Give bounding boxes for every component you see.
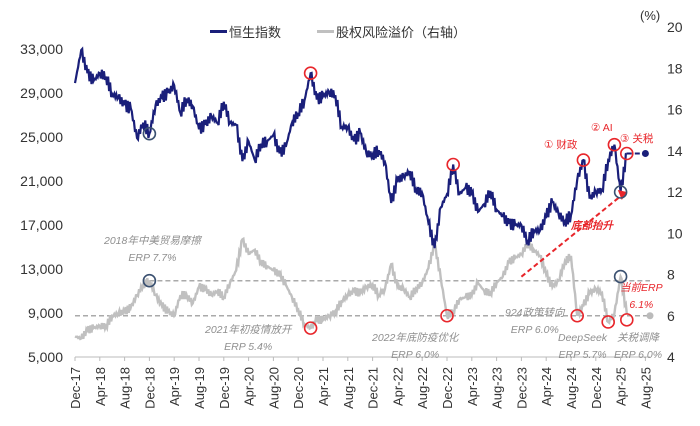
x-tick-label: Apr-20 — [242, 367, 257, 406]
annotation-2018: 2018年中美贸易摩擦 ERP 7.7% — [104, 233, 201, 267]
event-fiscal: ① 财政 — [544, 139, 578, 151]
annotation-tariff: 关税调降 ERP 6.0% — [614, 330, 662, 364]
left-tick-label: 9,000 — [28, 305, 63, 321]
x-tick-label: Apr-19 — [167, 367, 182, 406]
legend-label-hsi: 恒生指数 — [229, 25, 282, 40]
annotation-924-title: 924政策转向 — [505, 307, 565, 319]
annotation-2022-erp: ERP 6.0% — [391, 349, 440, 361]
x-tick-label: Aug-18 — [118, 367, 133, 409]
event-ai: ② AI — [591, 122, 613, 134]
legend-label-erp: 股权风险溢价（右轴） — [336, 25, 467, 40]
right-tick-label: 6 — [667, 308, 675, 324]
x-tick-label: Dec-23 — [514, 367, 529, 409]
marker-circle — [570, 308, 585, 323]
marker-circle — [619, 313, 634, 327]
left-tick-label: 13,000 — [20, 261, 63, 277]
x-tick-label: Aug-23 — [490, 367, 505, 409]
reference-line-end-dot — [646, 312, 654, 320]
legend-hsi: 恒生指数 — [210, 22, 281, 41]
trend-arrow-line — [520, 195, 622, 278]
left-tick-label: 21,000 — [20, 173, 63, 189]
annotation-current-title: 当前ERP — [620, 282, 663, 294]
annotation-tariff-title: 关税调降 — [617, 332, 660, 344]
x-tick-label: Apr-23 — [465, 367, 480, 406]
marker-circle — [613, 185, 628, 199]
legend-swatch-erp — [317, 30, 334, 33]
annotation-deepseek-erp: ERP 5.7% — [558, 349, 607, 361]
x-tick-label: Aug-25 — [638, 367, 653, 409]
x-tick-label: Aug-22 — [415, 367, 430, 409]
right-tick-label: 12 — [667, 184, 683, 200]
x-tick-label: Dec-18 — [142, 367, 157, 409]
x-tick-label: Dec-20 — [291, 367, 306, 409]
event-tariff: ③ 关税 — [620, 133, 654, 145]
right-tick-label: 14 — [667, 143, 683, 159]
right-tick-label: 10 — [667, 225, 683, 241]
marker-circle — [576, 153, 591, 167]
annotation-924-erp: ERP 6.0% — [510, 324, 559, 336]
trend-arrow-head — [617, 190, 627, 200]
legend-swatch-hsi — [210, 30, 227, 33]
marker-circle — [303, 321, 318, 335]
x-tick-label: Aug-21 — [341, 367, 356, 409]
annotation-2021: 2021年初疫情放开 ERP 5.4% — [205, 322, 291, 356]
x-tick-label: Aug-19 — [192, 367, 207, 409]
x-tick-label: Dec-22 — [440, 367, 455, 409]
annotation-2022: 2022年底防疫优化 ERP 6.0% — [372, 330, 458, 364]
projection-end-dot — [641, 150, 649, 157]
marker-circle — [613, 269, 628, 284]
left-tick-label: 5,000 — [28, 349, 63, 365]
legend-erp: 股权风险溢价（右轴） — [317, 22, 466, 41]
x-tick-label: Apr-21 — [316, 367, 331, 406]
annotation-2022-title: 2022年底防疫优化 — [372, 332, 459, 344]
annotation-deepseek-title: DeepSeek — [558, 332, 608, 344]
annotation-current-erp: 当前ERP 6.1% — [620, 280, 663, 314]
x-tick-label: Apr-24 — [539, 367, 554, 406]
marker-circle — [142, 273, 157, 288]
left-tick-label: 33,000 — [20, 41, 63, 57]
right-tick-label: 16 — [667, 102, 683, 118]
marker-circle — [601, 315, 616, 329]
marker-circle — [619, 146, 634, 161]
left-tick-label: 17,000 — [20, 217, 63, 233]
marker-circle — [607, 137, 622, 152]
x-tick-label: Aug-24 — [564, 367, 579, 409]
series-line-erp — [74, 236, 628, 341]
annotation-2018-erp: ERP 7.7% — [128, 252, 177, 264]
right-tick-label: 18 — [667, 60, 683, 76]
x-tick-label: Aug-20 — [266, 367, 281, 409]
right-tick-label: 20 — [667, 19, 683, 35]
series-line-hsi — [73, 46, 628, 249]
annotation-924: 924政策转向 ERP 6.0% — [505, 305, 565, 339]
x-tick-label: Dec-19 — [217, 367, 232, 409]
x-tick-label: Dec-21 — [366, 367, 381, 409]
marker-circle — [303, 66, 318, 80]
right-tick-label: 4 — [667, 349, 675, 365]
right-tick-label: 8 — [667, 267, 675, 283]
marker-circle — [440, 308, 454, 323]
annotation-deepseek: DeepSeek ERP 5.7% — [558, 330, 607, 364]
x-tick-label: Apr-18 — [93, 367, 108, 406]
annotation-2018-title: 2018年中美贸易摩擦 — [104, 235, 201, 247]
marker-circle — [446, 157, 461, 172]
x-tick-label: Dec-24 — [589, 367, 604, 409]
left-tick-label: 29,000 — [20, 85, 63, 101]
right-axis-unit: (%) — [640, 8, 661, 23]
annotation-current-value: 6.1% — [629, 299, 654, 311]
left-tick-label: 25,000 — [20, 129, 63, 145]
annotation-2021-title: 2021年初疫情放开 — [205, 324, 292, 336]
annotation-tariff-erp: ERP 6.0% — [614, 349, 663, 361]
x-tick-label: Apr-25 — [614, 367, 629, 406]
annotation-2021-erp: ERP 5.4% — [224, 341, 273, 353]
trend-label: 底部抬升 — [571, 220, 613, 232]
x-tick-label: Dec-17 — [68, 367, 83, 409]
x-tick-label: Apr-22 — [390, 367, 405, 406]
marker-circle — [142, 126, 157, 141]
